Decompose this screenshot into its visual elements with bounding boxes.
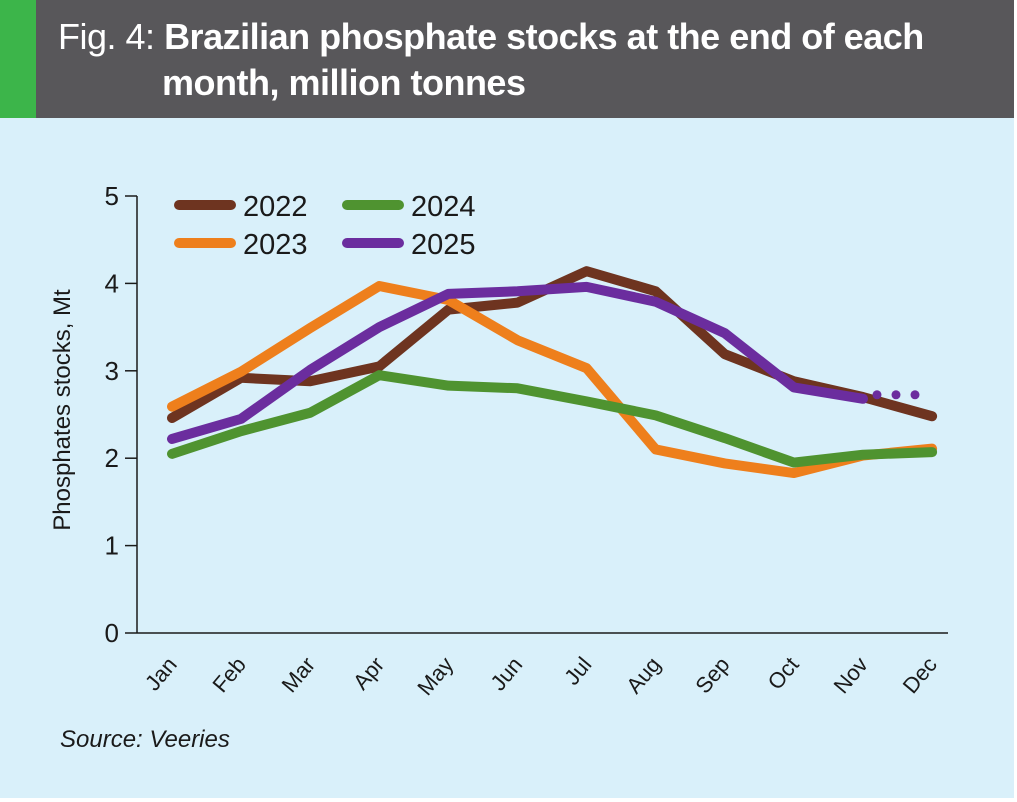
y-tick-label: 3 xyxy=(105,356,119,386)
legend-item-2023: 2023 xyxy=(174,229,308,261)
figure-title-line1: Brazilian phosphate stocks at the end of… xyxy=(164,16,924,57)
axes xyxy=(136,196,948,634)
legend: 2022 2023 2024 2025 xyxy=(174,191,476,261)
x-tick-label: Dec xyxy=(898,652,942,698)
series-continuation-dot-2025 xyxy=(891,390,901,400)
y-axis-label: Phosphates stocks, Mt xyxy=(49,289,76,531)
y-tick-label: 2 xyxy=(105,443,119,473)
x-tick-label: Nov xyxy=(829,652,873,698)
x-tick-label: Jan xyxy=(140,652,182,695)
x-tick-label: Sep xyxy=(690,652,734,698)
x-tick-label: Aug xyxy=(621,652,665,698)
series-line-2025 xyxy=(167,281,868,444)
legend-item-2022: 2022 xyxy=(174,191,308,223)
x-tick-label: Jul xyxy=(559,652,596,690)
x-tick-label: Mar xyxy=(277,652,321,697)
x-tick-labels: Jan Feb Mar Apr May Jun Jul Aug Sep Oct Nov Dec xyxy=(140,652,942,700)
series-lines xyxy=(167,266,938,479)
figure-title-line2: month, million tonnes xyxy=(162,62,526,103)
series-line-2024 xyxy=(167,370,938,468)
source-note: Source: Veeries xyxy=(60,726,230,753)
legend-label: 2023 xyxy=(243,229,308,261)
line-chart: 0 1 2 3 4 5 Jan Feb Mar Apr May Jun Jul Aug Sep Oct Nov… xyxy=(49,181,948,700)
y-tick-label: 5 xyxy=(105,181,119,211)
figure-header: Fig. 4: Brazilian phosphate stocks at th… xyxy=(0,0,1014,118)
figure-title: Fig. 4: Brazilian phosphate stocks at th… xyxy=(58,14,924,106)
y-tick-label: 4 xyxy=(105,268,119,298)
y-tick-label: 0 xyxy=(105,618,119,648)
legend-label: 2022 xyxy=(243,191,308,223)
x-tick-label: Apr xyxy=(348,652,389,694)
legend-item-2024: 2024 xyxy=(342,191,476,223)
legend-label: 2025 xyxy=(411,229,476,261)
x-tick-label: May xyxy=(412,652,458,700)
y-ticks: 0 1 2 3 4 5 xyxy=(105,181,137,648)
series-continuation-dot-2025 xyxy=(872,390,882,400)
series-line-2023 xyxy=(167,281,938,479)
x-tick-label: Oct xyxy=(763,652,804,694)
legend-item-2025: 2025 xyxy=(342,229,476,261)
x-tick-label: Jun xyxy=(485,652,527,695)
y-tick-label: 1 xyxy=(105,531,119,561)
header-accent-bar xyxy=(0,0,36,118)
x-tick-label: Feb xyxy=(207,652,251,697)
figure-number: Fig. 4: xyxy=(58,16,155,57)
legend-label: 2024 xyxy=(411,191,476,223)
series-continuation-dot-2025 xyxy=(910,390,920,400)
